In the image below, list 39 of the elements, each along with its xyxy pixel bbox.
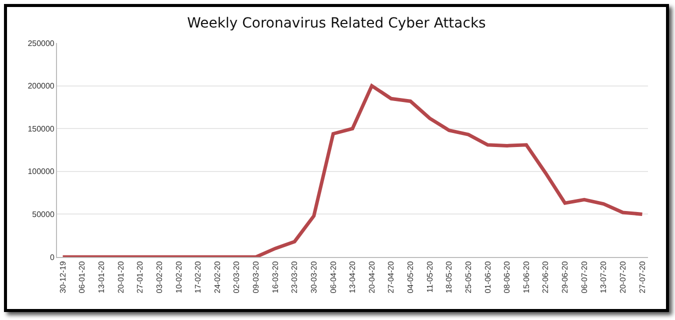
- x-tick-label: 25-05-20: [464, 260, 473, 294]
- y-tick-label: 200000: [28, 82, 55, 91]
- x-tick-label: 20-07-20: [618, 260, 628, 294]
- x-tick-label: 03-02-20: [154, 260, 164, 294]
- x-tick-label: 04-05-20: [406, 260, 416, 294]
- line-series: [61, 84, 644, 257]
- x-tick-label: 27-07-20: [638, 260, 647, 294]
- x-tick-label: 29-06-20: [560, 260, 570, 294]
- x-tick-label: 11-05-20: [425, 260, 434, 293]
- x-tick-label: 30-12-19: [58, 260, 68, 294]
- x-tick-label: 08-06-20: [502, 260, 512, 294]
- x-tick-label: 24-02-20: [212, 260, 222, 294]
- x-tick-label: 16-03-20: [270, 260, 280, 294]
- x-tick-label: 10-02-20: [174, 260, 184, 294]
- x-tick-label: 13-04-20: [348, 260, 358, 294]
- x-tick-label: 22-06-20: [541, 260, 550, 294]
- x-tick-label: 06-04-20: [328, 260, 338, 294]
- x-tick-label: 23-03-20: [290, 260, 300, 294]
- x-tick-label: 13-01-20: [97, 260, 106, 294]
- y-tick-label: 50000: [32, 210, 55, 219]
- x-tick-label: 27-01-20: [136, 260, 145, 294]
- y-tick-label: 250000: [28, 38, 55, 48]
- x-tick-label: 20-04-20: [367, 260, 376, 294]
- x-tick-label: 09-03-20: [252, 260, 261, 294]
- x-tick-label: 01-06-20: [483, 260, 492, 294]
- x-tick-label: 02-03-20: [232, 260, 242, 294]
- x-tick-label: 13-07-20: [599, 260, 608, 294]
- y-tick-label: 100000: [28, 167, 55, 176]
- chart-title: Weekly Coronavirus Related Cyber Attacks: [187, 15, 486, 32]
- x-tick-label: 17-02-20: [194, 260, 203, 294]
- x-tick-label: 06-07-20: [580, 260, 589, 294]
- x-tick-label: 27-04-20: [386, 260, 396, 294]
- x-tick-label: 18-05-20: [444, 260, 454, 294]
- x-tick-label: 06-01-20: [78, 260, 87, 294]
- y-tick-label: 150000: [28, 124, 55, 134]
- x-tick-label: 15-06-20: [522, 260, 531, 294]
- y-tick-label: 0: [50, 252, 55, 262]
- x-tick-label: 20-01-20: [116, 260, 126, 294]
- x-tick-label: 30-03-20: [309, 260, 318, 294]
